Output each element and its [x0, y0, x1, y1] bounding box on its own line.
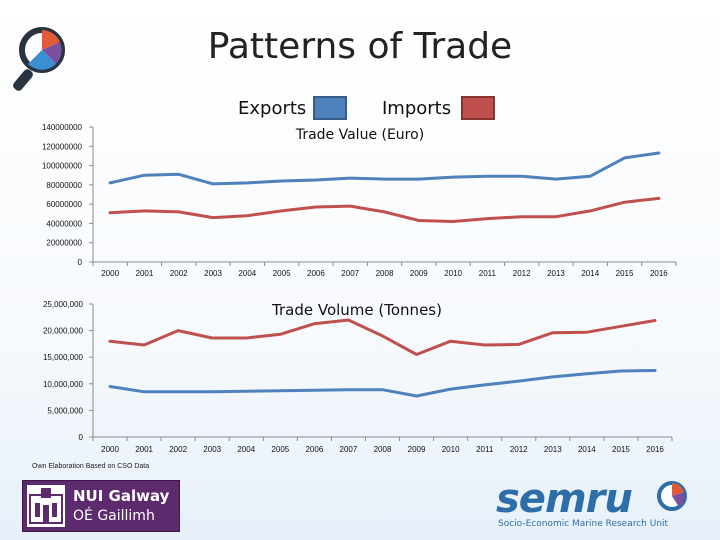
x-tick-label: 2014 [578, 445, 596, 454]
x-tick-label: 2016 [650, 269, 668, 278]
x-tick-label: 2010 [442, 445, 460, 454]
x-tick-label: 2005 [273, 269, 291, 278]
x-tick-label: 2016 [646, 445, 664, 454]
x-tick-label: 2015 [616, 269, 634, 278]
x-tick-label: 2004 [238, 269, 256, 278]
magnifier-icon [657, 481, 687, 511]
semru-wordmark: semru [496, 476, 633, 522]
x-tick-label: 2011 [476, 445, 494, 454]
series-line-exports [108, 369, 657, 398]
x-tick-label: 2006 [305, 445, 323, 454]
nui-logo-line1: NUI Galway [73, 487, 170, 505]
y-tick-label: 40000000 [46, 219, 82, 228]
y-tick-label: 5,000,000 [47, 406, 83, 415]
semru-logo: semru Socio-Economic Marine Research Uni… [494, 476, 700, 536]
page-title: Patterns of Trade [207, 26, 513, 67]
chart-title: Trade Value (Euro) [295, 127, 424, 143]
x-tick-label: 2007 [340, 445, 358, 454]
y-tick-label: 120000000 [42, 142, 83, 151]
semru-subtitle: Socio-Economic Marine Research Unit [498, 519, 669, 529]
nui-logo-line2: OÉ Gaillimh [73, 508, 155, 524]
y-tick-label: 100000000 [42, 162, 83, 171]
y-tick-label: 80000000 [46, 181, 82, 190]
x-tick-label: 2001 [135, 445, 153, 454]
y-tick-label: 15,000,000 [43, 353, 84, 362]
x-tick-label: 2003 [204, 269, 222, 278]
x-tick-label: 2013 [547, 269, 565, 278]
x-tick-label: 2000 [101, 445, 119, 454]
x-tick-label: 2015 [612, 445, 630, 454]
x-tick-label: 2011 [479, 269, 497, 278]
x-tick-label: 2012 [513, 269, 531, 278]
x-tick-label: 2010 [444, 269, 462, 278]
y-tick-label: 20,000,000 [43, 327, 84, 336]
trade-charts: 0 20000000 40000000 60000000 80000000 1000000… [42, 123, 677, 454]
x-tick-label: 2007 [341, 269, 359, 278]
x-tick-label: 2009 [410, 269, 428, 278]
y-tick-label: 20000000 [46, 239, 82, 248]
nui-galway-logo: NUI Galway OÉ Gaillimh [22, 480, 180, 532]
x-tick-label: 2004 [237, 445, 255, 454]
series-line-exports [108, 151, 661, 186]
x-tick-label: 2003 [203, 445, 221, 454]
x-tick-label: 2009 [408, 445, 426, 454]
x-tick-label: 2001 [136, 269, 154, 278]
legend-swatch-exports [313, 96, 347, 120]
x-tick-label: 2005 [271, 445, 289, 454]
source-footnote: Own Elaboration Based on CSO Data [32, 463, 150, 470]
legend-swatch-imports [461, 96, 495, 120]
search-analytics-icon [12, 22, 78, 94]
chart-title: Trade Volume (Tonnes) [271, 301, 442, 319]
crest-icon [27, 485, 65, 527]
x-tick-label: 2012 [510, 445, 528, 454]
x-tick-label: 2008 [376, 269, 394, 278]
series-line-imports [108, 318, 657, 356]
x-tick-label: 2014 [581, 269, 599, 278]
y-tick-label: 0 [78, 258, 83, 267]
legend-label-imports: Imports [382, 98, 452, 119]
x-tick-label: 2006 [307, 269, 325, 278]
x-tick-label: 2013 [544, 445, 562, 454]
y-tick-label: 10,000,000 [43, 380, 84, 389]
y-tick-label: 0 [79, 433, 84, 442]
y-tick-label: 25,000,000 [43, 300, 84, 309]
x-tick-label: 2002 [169, 445, 187, 454]
chart-legend: Exports Imports [0, 96, 720, 122]
legend-label-exports: Exports [238, 98, 307, 119]
y-tick-label: 140000000 [42, 123, 83, 132]
y-tick-label: 60000000 [46, 200, 82, 209]
x-tick-label: 2002 [170, 269, 188, 278]
x-tick-label: 2008 [374, 445, 392, 454]
series-line-imports [108, 196, 661, 223]
x-tick-label: 2000 [101, 269, 119, 278]
